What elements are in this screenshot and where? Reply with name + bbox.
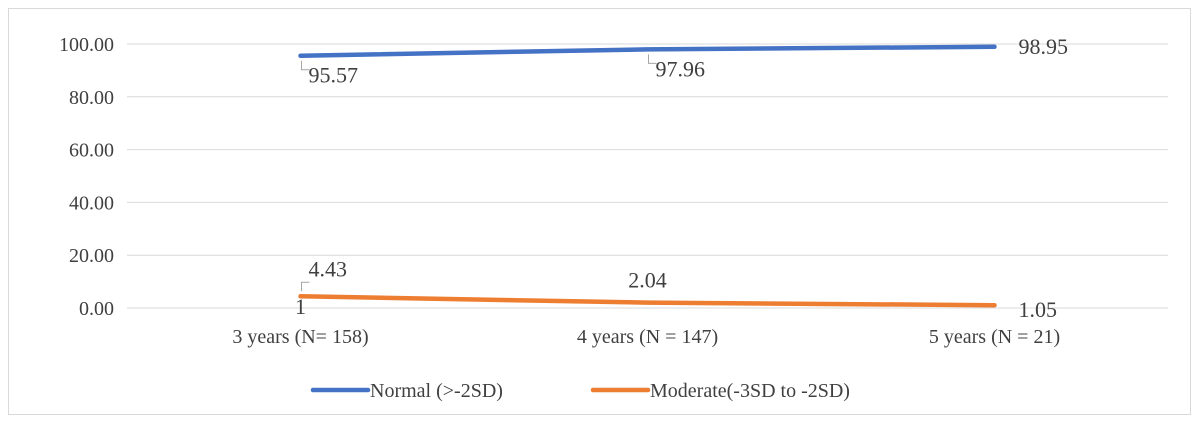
legend-label: Moderate(-3SD to -2SD) bbox=[650, 380, 850, 402]
y-tick-label: 40.00 bbox=[69, 192, 114, 214]
chart-frame bbox=[8, 8, 1191, 415]
x-tick-label: 3 years (N= 158) bbox=[232, 326, 368, 348]
label-leader-line bbox=[648, 54, 657, 64]
legend-label: Normal (>-2SD) bbox=[370, 380, 503, 402]
series-line-0 bbox=[298, 44, 997, 58]
y-tick-label: 0.00 bbox=[79, 298, 114, 320]
data-label: 1.05 bbox=[1019, 297, 1058, 322]
data-label: 2.04 bbox=[628, 268, 667, 293]
label-leader-line bbox=[301, 60, 310, 71]
data-label: 4.43 bbox=[309, 256, 348, 281]
label-leader-line bbox=[301, 281, 310, 292]
y-tick-label: 80.00 bbox=[69, 87, 114, 109]
x-tick-label: 5 years (N = 21) bbox=[929, 326, 1060, 348]
annotation-label: 1 bbox=[295, 294, 306, 319]
x-tick-label: 4 years (N = 147) bbox=[577, 326, 718, 348]
y-tick-label: 100.00 bbox=[59, 34, 114, 56]
y-tick-label: 20.00 bbox=[69, 245, 114, 267]
y-tick-label: 60.00 bbox=[69, 140, 114, 162]
data-label: 97.96 bbox=[656, 56, 706, 81]
data-label: 95.57 bbox=[309, 63, 359, 88]
data-label: 98.95 bbox=[1019, 34, 1069, 59]
series-line-1 bbox=[298, 294, 997, 308]
